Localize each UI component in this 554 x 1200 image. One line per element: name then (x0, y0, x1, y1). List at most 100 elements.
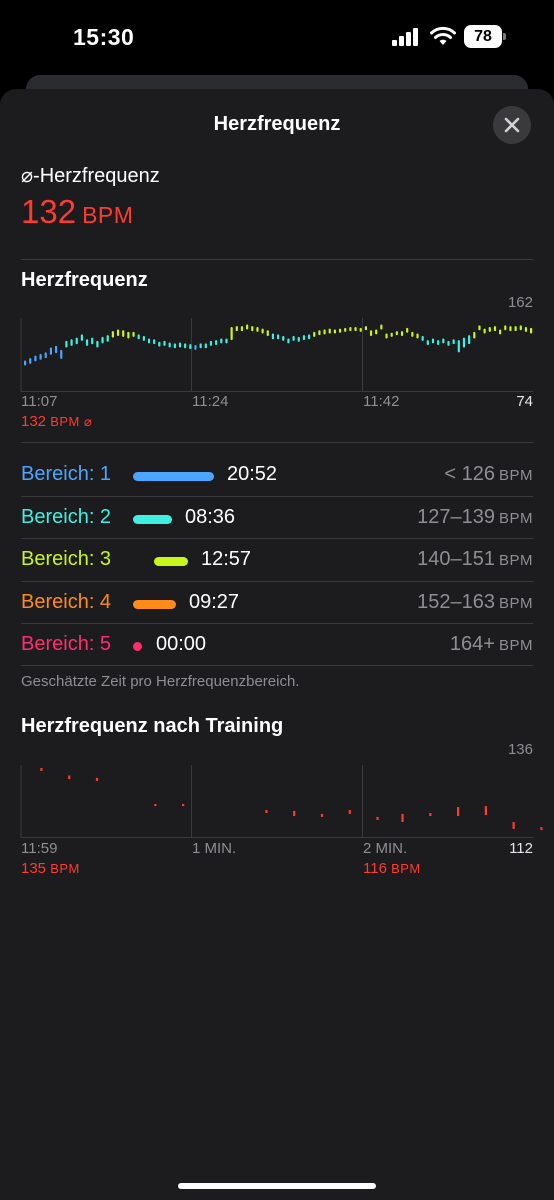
hr-chart-frame (20, 318, 533, 392)
hr-bar (261, 328, 264, 334)
divider (21, 665, 533, 666)
hr-bar (416, 333, 419, 339)
hr-bar (292, 336, 295, 341)
zone-range: < 126 BPM (444, 463, 533, 485)
zone-range: 140–151 BPM (417, 548, 533, 570)
close-icon (504, 117, 520, 133)
hr-bar (163, 340, 166, 346)
hr-bar (60, 349, 63, 359)
hr-y-min-label: 74 (516, 393, 533, 410)
hr-bar (204, 343, 207, 349)
recovery-bar (320, 813, 324, 817)
recovery-y-min-label: 112 (509, 840, 533, 857)
hr-chart-title: Herzfrequenz (21, 269, 148, 291)
hr-bar (91, 337, 94, 345)
recovery-bar (401, 813, 404, 822)
hr-bar (122, 330, 125, 337)
zones-note: Geschätzte Zeit pro Herzfrequenzbereich. (21, 673, 300, 690)
zone-time: 08:36 (185, 506, 236, 528)
zone-label: Bereich: 4 (21, 591, 112, 613)
hr-x-label-1: 11:24 (192, 393, 229, 410)
zone-bar (133, 600, 176, 609)
battery-icon: 78 (464, 25, 506, 48)
divider (21, 538, 533, 539)
zone-time: 09:27 (189, 591, 240, 613)
modal-sheet (0, 89, 554, 1200)
hr-bar (189, 344, 192, 350)
hr-bar (354, 327, 357, 332)
hr-bar (338, 328, 342, 333)
average-label: ⌀-Herzfrequenz (21, 165, 160, 187)
recovery-chart-title: Herzfrequenz nach Training (21, 715, 284, 737)
zone-range: 164+ BPM (449, 633, 533, 655)
hr-bar (132, 331, 135, 337)
hr-bar (271, 333, 275, 340)
hr-bar (199, 343, 202, 349)
hr-bar (266, 330, 269, 336)
close-button[interactable] (493, 106, 531, 144)
hr-bar (385, 333, 388, 339)
hr-x-label-0: 11:07 (21, 393, 58, 410)
average-value: 132 BPM (21, 193, 134, 230)
hr-bar (230, 327, 233, 341)
home-indicator[interactable] (178, 1183, 376, 1189)
hr-bar (313, 331, 316, 337)
hr-bar (395, 331, 398, 336)
recovery-bar (154, 804, 157, 807)
hr-bar (101, 336, 104, 344)
hr-bar (137, 334, 140, 340)
hr-bar (344, 327, 347, 332)
hr-bar (302, 335, 306, 341)
hr-bar (158, 341, 161, 347)
hr-bar (411, 331, 414, 337)
recovery-bar (348, 810, 351, 814)
recovery-bar (182, 804, 185, 807)
recovery-bar (376, 816, 379, 820)
recovery-bar (429, 813, 432, 816)
hr-bar (39, 354, 42, 360)
hr-bar (380, 324, 383, 330)
hr-bar (287, 338, 290, 344)
zone-label: Bereich: 2 (21, 506, 112, 528)
hr-bar (390, 332, 393, 337)
recovery-bar (512, 822, 515, 829)
hr-bar (147, 338, 151, 344)
divider (21, 623, 533, 624)
hr-bar (194, 345, 197, 350)
zone-row-3: Bereich: 3 12:57 140–151 BPM (21, 538, 533, 581)
zone-time: 00:00 (156, 633, 207, 655)
recovery-x-label-2: 2 MIN. (363, 840, 408, 857)
wifi-icon (430, 26, 456, 51)
hr-bar (80, 334, 83, 341)
divider (21, 496, 533, 497)
status-bar: 15:30 78 (0, 0, 554, 76)
recovery-bar (95, 777, 99, 781)
hr-bar (478, 325, 481, 331)
hr-bar (447, 340, 450, 346)
hr-bar (96, 340, 99, 348)
zone-time: 20:52 (227, 463, 278, 485)
hr-bar (127, 331, 130, 339)
hr-bar (519, 325, 522, 331)
battery-level: 78 (474, 28, 492, 45)
hr-bar (54, 345, 58, 354)
hr-bar (85, 339, 89, 346)
hr-bar (524, 327, 528, 332)
zone-row-2: Bereich: 2 08:36 127–139 BPM (21, 496, 533, 539)
hr-bar (111, 331, 114, 338)
hr-bar (328, 328, 331, 334)
status-time: 15:30 (73, 24, 135, 50)
hr-bar (24, 360, 27, 366)
hr-bar (168, 342, 171, 348)
hr-bar (473, 331, 476, 339)
zone-time: 12:57 (201, 548, 252, 570)
zone-row-1: Bereich: 1 20:52 < 126 BPM (21, 453, 533, 496)
hr-bar (307, 334, 311, 340)
hr-bar (421, 336, 424, 341)
hr-bar (462, 337, 466, 348)
zone-label: Bereich: 3 (21, 548, 112, 570)
hr-bar (75, 337, 78, 345)
hr-bar (49, 347, 53, 355)
zone-bar (133, 472, 214, 481)
hr-bar (369, 330, 373, 336)
